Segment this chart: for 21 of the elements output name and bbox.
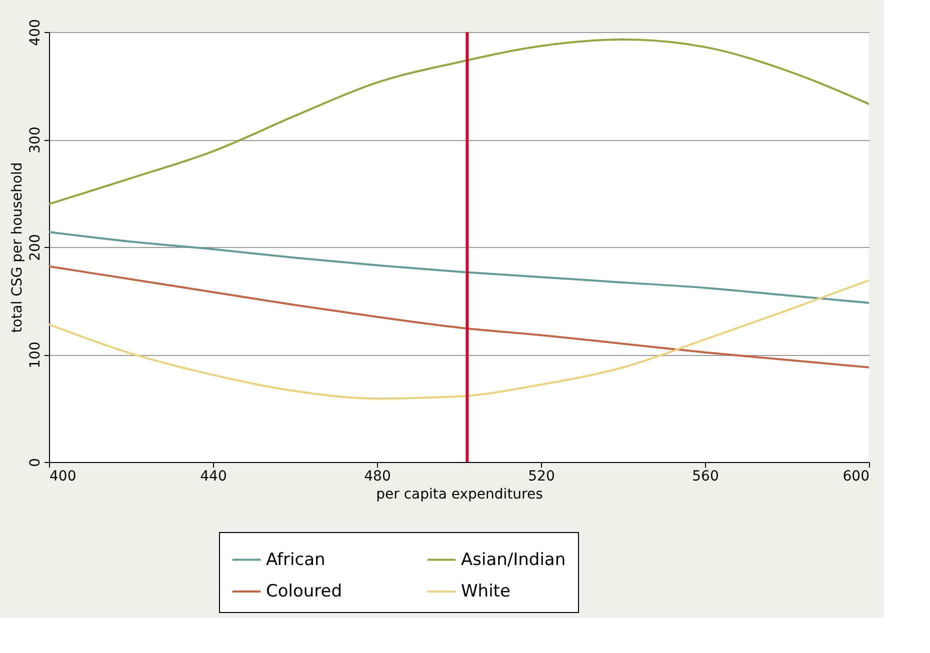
legend-label: Coloured xyxy=(266,582,342,602)
line-series xyxy=(49,38,869,205)
x-tick-label: 480 xyxy=(364,468,391,484)
legend-label: Asian/Indian xyxy=(461,550,566,570)
legend-label: White xyxy=(461,582,510,602)
x-tick-label: 600 xyxy=(842,468,870,484)
y-tick-label: 0 xyxy=(28,458,44,467)
y-axis-title: total CSG per household xyxy=(10,162,26,333)
x-tick-label: 440 xyxy=(200,468,227,484)
line-series xyxy=(49,230,869,304)
y-tick-label: 400 xyxy=(28,19,44,46)
line-series xyxy=(49,265,869,368)
x-tick-label: 560 xyxy=(692,468,719,484)
y-tick-label: 100 xyxy=(28,342,44,368)
legend-label: African xyxy=(266,550,326,570)
x-tick-label: 400 xyxy=(50,468,76,484)
x-axis-title: per capita expenditures xyxy=(376,486,543,502)
y-tick-label: 200 xyxy=(28,234,44,261)
line-series xyxy=(49,279,869,400)
x-tick-label: 520 xyxy=(528,468,555,484)
y-tick-label: 300 xyxy=(28,126,44,154)
